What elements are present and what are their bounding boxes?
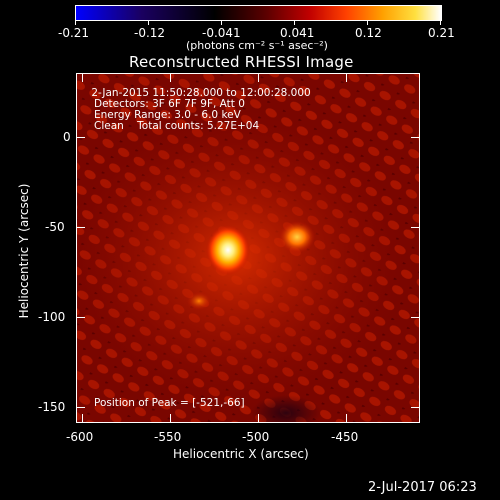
footer-timestamp: 2-Jul-2017 06:23	[368, 480, 477, 495]
main-source	[206, 225, 250, 275]
secondary-source	[279, 221, 315, 253]
info-clean-counts: Clean Total counts: 5.27E+04	[94, 120, 260, 132]
x-tick-1: -600	[66, 430, 94, 444]
colorbar-tick-5: 0.12	[355, 26, 382, 40]
image-title: Reconstructed RHESSI Image	[129, 53, 354, 71]
image-frame	[76, 73, 420, 423]
colorbar	[75, 5, 442, 21]
y-tick-4: -150	[38, 400, 66, 414]
colorbar-tick-4: 0.041	[280, 26, 315, 40]
x-tick-2: -550	[154, 430, 182, 444]
y-tick-2: -50	[45, 220, 65, 234]
colorbar-tick-3: -0.041	[202, 26, 241, 40]
colorbar-tick-2: -0.12	[134, 26, 166, 40]
y-tick-3: -100	[38, 310, 66, 324]
peak-position: Position of Peak = [-521,-66]	[94, 397, 245, 409]
x-axis-title: Heliocentric X (arcsec)	[173, 447, 309, 461]
colorbar-tick-6: 0.21	[428, 26, 455, 40]
rhessi-image	[76, 73, 420, 423]
x-tick-3: -500	[242, 430, 270, 444]
x-tick-4: -450	[331, 430, 359, 444]
dark-region	[251, 395, 321, 423]
y-axis-title: Heliocentric Y (arcsec)	[17, 183, 31, 319]
info-time-range: 2-Jan-2015 11:50:28.000 to 12:00:28.000	[88, 87, 311, 99]
colorbar-tick-1: -0.21	[58, 26, 90, 40]
info-energy-range: Energy Range: 3.0 - 6.0 keV	[94, 109, 241, 121]
info-detectors: Detectors: 3F 6F 7F 9F, Att 0	[94, 98, 245, 110]
minor-source	[187, 292, 211, 310]
colorbar-ticks	[75, 20, 441, 25]
y-tick-1: 0	[63, 130, 71, 144]
colorbar-units: (photons cm⁻² s⁻¹ asec⁻²)	[186, 39, 328, 52]
